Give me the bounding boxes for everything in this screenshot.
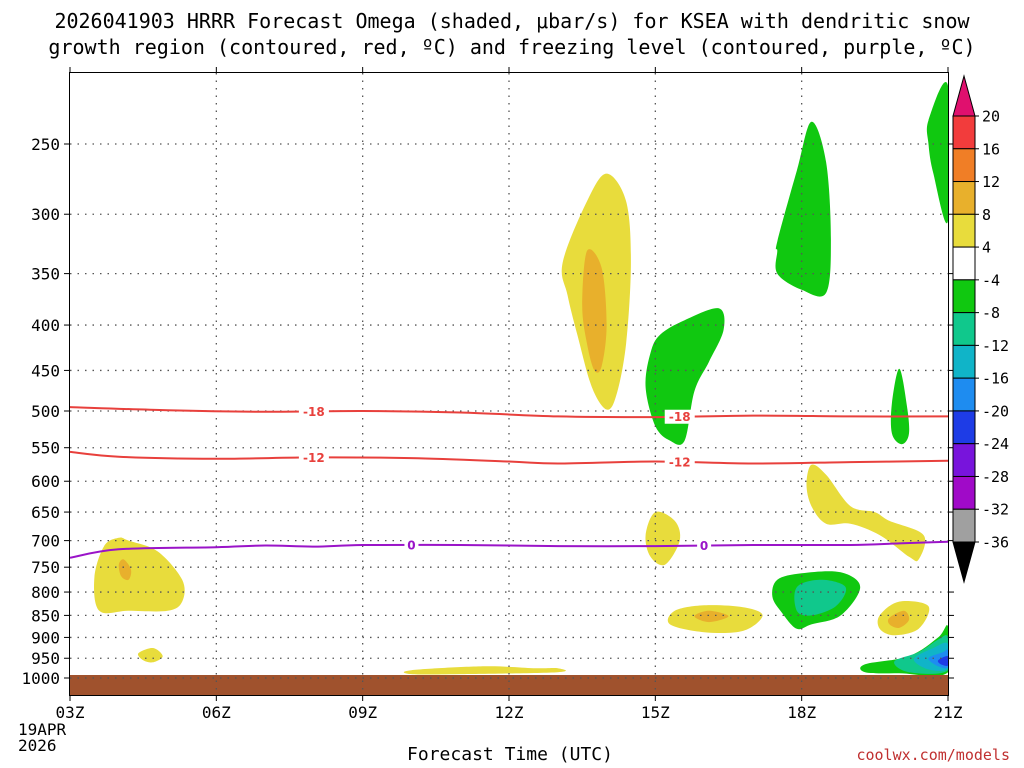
y-tick-label-300: 300 <box>31 205 60 224</box>
contour-label-bg-dendritic-top-0 <box>298 404 329 419</box>
omega-region-sink-21z-low-5 <box>937 656 948 666</box>
colorbar-swatch-1 <box>952 115 976 150</box>
ground-bar <box>70 675 948 695</box>
colorbar-swatch-11 <box>952 443 976 477</box>
omega-region-rise-03z-low <box>94 537 185 614</box>
y-tick-label-950: 950 <box>31 649 60 668</box>
pressure-axis: 250 300 350 400 450 500 550 600 650 700 750 800 850 9… <box>21 135 954 688</box>
grid-lines <box>70 73 948 695</box>
x-axis-label: Forecast Time (UTC) <box>407 744 613 765</box>
omega-region-sink-20z-sliver <box>890 368 910 445</box>
contour-label-dendritic-bottom-0: -12 <box>303 451 325 465</box>
source-credit: coolwx.com/models <box>856 746 1010 764</box>
y-tick-label-400: 400 <box>31 316 60 335</box>
colorbar-swatch-6 <box>952 279 976 314</box>
omega-region-sink-21z-top <box>926 82 948 224</box>
colorbar-label-11: -28 <box>982 468 1009 486</box>
contour-label-bg-freezing-level-1 <box>697 538 712 553</box>
colorbar-swatch-9 <box>952 377 976 412</box>
colorbar-cap-bottom <box>952 541 976 584</box>
omega-region-rise-19z-mid <box>806 464 926 562</box>
y-tick-label-900: 900 <box>31 628 60 647</box>
chart-title: 2026041903 HRRR Forecast Omega (shaded, … <box>0 8 1024 60</box>
y-tick-label-250: 250 <box>31 135 60 154</box>
contour-label-dendritic-top-0: -18 <box>303 405 325 419</box>
x-tick-label-18Z: 18Z <box>787 703 816 722</box>
contour-label-freezing-level-1: 0 <box>700 539 708 553</box>
temperature-contours <box>70 406 948 559</box>
x-tick-label-21Z: 21Z <box>934 703 963 722</box>
y-tick-label-600: 600 <box>31 472 60 491</box>
omega-region-sink-1830z-low-core <box>794 579 847 616</box>
y-tick-label-650: 650 <box>31 503 60 522</box>
omega-region-rise-03z-low-core <box>118 559 132 581</box>
x-tick-label-03Z: 03Z <box>56 703 85 722</box>
colorbar-swatch-7 <box>952 312 976 346</box>
chart-title-line-2: growth region (contoured, red, ºC) and f… <box>48 35 976 59</box>
contour-dendritic-bottom <box>70 450 948 465</box>
omega-region-sink-19z-upper <box>775 121 831 297</box>
x-tick-label-12Z: 12Z <box>495 703 524 722</box>
y-tick-label-750: 750 <box>31 558 60 577</box>
contour-dendritic-top <box>70 406 948 419</box>
y-tick-label-800: 800 <box>31 583 60 602</box>
x-tick-label-15Z: 15Z <box>641 703 670 722</box>
y-tick-label-350: 350 <box>31 265 60 284</box>
contour-label-dendritic-bottom-1: -12 <box>669 455 691 469</box>
colorbar-swatch-3 <box>952 181 976 215</box>
omega-region-rise-15z-mid <box>645 511 681 566</box>
colorbar-cap-top <box>952 74 976 117</box>
y-tick-label-550: 550 <box>31 439 60 458</box>
contour-label-bg-dendritic-top-1 <box>664 409 695 424</box>
omega-shading <box>94 82 948 676</box>
colorbar-label-12: -32 <box>982 501 1009 519</box>
colorbar-label-6: -8 <box>982 304 1000 322</box>
colorbar-label-0: 20 <box>982 108 1000 126</box>
contour-labels: -18 -18 -12 -12 0 0 <box>298 404 712 553</box>
forecast-day: 19APR <box>18 720 67 739</box>
forecast-date: 19APR 2026 <box>18 722 66 754</box>
colorbar-label-2: 12 <box>982 173 1000 191</box>
colorbar-swatch-13 <box>952 508 976 543</box>
omega-region-rise-11z-band <box>403 666 566 675</box>
colorbar-swatch-8 <box>952 344 976 379</box>
contour-label-bg-dendritic-bottom-1 <box>664 454 695 469</box>
colorbar-swatch-12 <box>952 475 976 510</box>
colorbar-label-5: -4 <box>982 271 1000 289</box>
colorbar-swatch-2 <box>952 148 976 183</box>
y-tick-label-500: 500 <box>31 402 60 421</box>
y-tick-label-850: 850 <box>31 606 60 625</box>
omega-region-sink-1530z <box>645 308 725 445</box>
omega-region-rise-05z-small <box>137 647 163 663</box>
colorbar-swatch-10 <box>952 410 976 445</box>
colorbar-label-4: 4 <box>982 239 991 257</box>
contour-label-freezing-level-0: 0 <box>407 538 415 552</box>
colorbar-swatch-5 <box>952 246 976 281</box>
y-tick-label-700: 700 <box>31 532 60 551</box>
y-tick-label-1000: 1000 <box>21 669 60 688</box>
chart-title-line-1: 2026041903 HRRR Forecast Omega (shaded, … <box>54 9 970 33</box>
contour-label-bg-dendritic-bottom-0 <box>298 450 329 465</box>
x-tick-label-09Z: 09Z <box>348 703 377 722</box>
forecast-year: 2026 <box>18 736 57 755</box>
colorbar-label-7: -12 <box>982 337 1009 355</box>
colorbar-label-8: -16 <box>982 370 1009 388</box>
contour-freezing-level <box>70 540 948 559</box>
time-axis: 03Z 06Z 09Z 12Z 15Z 18Z 21Z <box>56 67 963 722</box>
omega-colorbar: 20 16 12 8 4 -4 -8 -12 -16 -20 -24 -28 -32 -36 <box>952 74 1009 584</box>
colorbar-label-10: -24 <box>982 435 1009 453</box>
contour-label-bg-freezing-level-0 <box>404 537 419 552</box>
colorbar-label-3: 8 <box>982 206 991 224</box>
contour-label-dendritic-top-1: -18 <box>669 410 691 424</box>
x-tick-label-06Z: 06Z <box>202 703 231 722</box>
colorbar-label-13: -36 <box>982 534 1009 552</box>
colorbar-label-9: -20 <box>982 402 1009 420</box>
omega-region-rise-1630z-low-core <box>694 610 729 623</box>
omega-region-rise-14z-upper-core <box>582 249 607 373</box>
colorbar-label-1: 16 <box>982 140 1000 158</box>
colorbar-swatch-4 <box>952 213 976 248</box>
y-tick-label-450: 450 <box>31 361 60 380</box>
